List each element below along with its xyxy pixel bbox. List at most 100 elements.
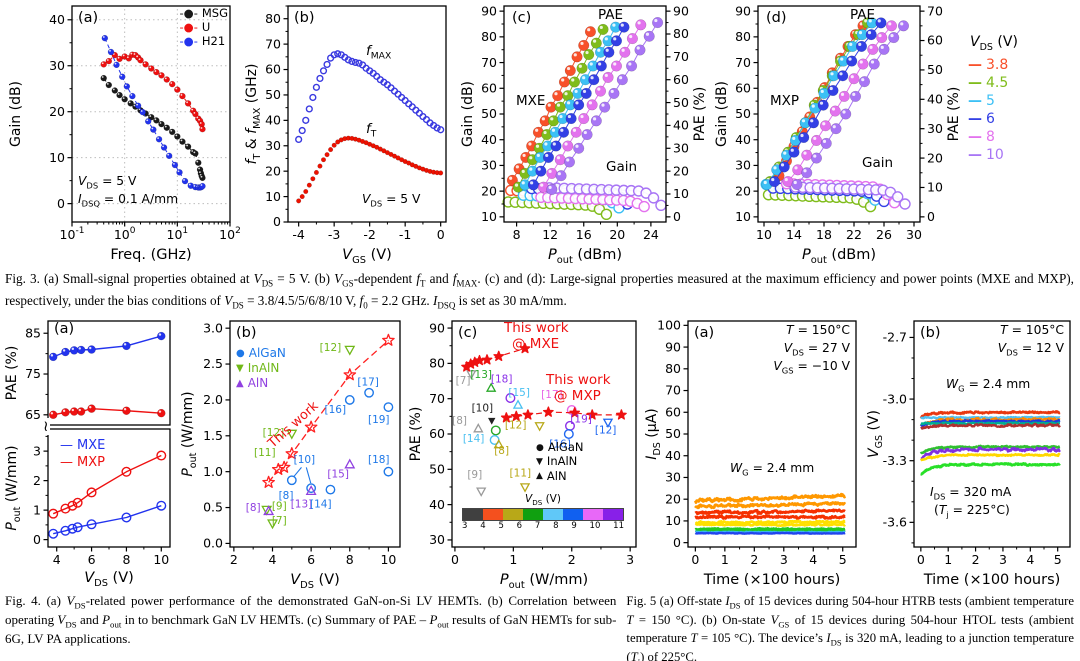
this-work-mxp-label-line1: This work bbox=[546, 372, 611, 389]
svg-text:12: 12 bbox=[542, 227, 558, 242]
legend-item-mxe: — MXE bbox=[60, 438, 106, 454]
fig3d-mode-label: MXP bbox=[770, 93, 800, 109]
legend-item-algan: ● AlGaN bbox=[536, 440, 584, 455]
triangle-down-marker-icon: ▼ bbox=[236, 363, 244, 375]
svg-text:10: 10 bbox=[153, 552, 169, 567]
this-work-mxe-label-line2: @ MXE bbox=[512, 336, 560, 353]
svg-text:70: 70 bbox=[481, 55, 497, 70]
fig4c-y-label: PAE (%) bbox=[408, 406, 424, 462]
svg-text:40: 40 bbox=[429, 497, 445, 512]
svg-text:70: 70 bbox=[673, 49, 689, 64]
svg-text:-2.7: -2.7 bbox=[883, 330, 907, 345]
fig3a-x-label: Freq. (GHz) bbox=[110, 247, 192, 263]
svg-text:4: 4 bbox=[809, 552, 817, 567]
svg-text:80: 80 bbox=[665, 361, 681, 376]
svg-text:70: 70 bbox=[265, 36, 281, 51]
svg-text:[13]: [13] bbox=[291, 499, 313, 511]
legend-item-aln: ▲ AlN bbox=[236, 375, 269, 390]
svg-text:[8]: [8] bbox=[246, 502, 261, 514]
fig3-caption: Fig. 3. (a) Small-signal properties obta… bbox=[5, 270, 1074, 311]
svg-text:80: 80 bbox=[735, 29, 751, 44]
series-dash-icon: — bbox=[968, 74, 982, 91]
fig5a-x-label: Time (×100 hours) bbox=[703, 572, 841, 589]
svg-text:[9]: [9] bbox=[272, 501, 287, 513]
svg-text:50: 50 bbox=[665, 426, 681, 441]
fig3b-tag: (b) bbox=[294, 10, 315, 26]
series-dash-icon: — bbox=[968, 110, 982, 127]
svg-text:30: 30 bbox=[49, 58, 65, 73]
svg-text:6: 6 bbox=[307, 552, 315, 567]
fig5b-temp-annotation: T = 105°C bbox=[1000, 323, 1064, 338]
svg-text:80: 80 bbox=[265, 11, 281, 26]
fig3c-mode-label: MXE bbox=[516, 93, 546, 109]
captions-row: Fig. 4. (a) VDS-related power performanc… bbox=[0, 591, 1080, 661]
fig5b-tj-annotation: (Tj = 225°C) bbox=[934, 503, 1010, 520]
mxe-dash-icon: — bbox=[60, 438, 73, 454]
fig3-row: 10-1 100 101 102 0 10 20 30 40 Gain (dB) (a) -●-… bbox=[0, 0, 1080, 266]
svg-text:[18]: [18] bbox=[491, 374, 513, 386]
svg-text:[8]: [8] bbox=[494, 445, 509, 457]
fig5b-tag: (b) bbox=[920, 325, 941, 342]
svg-text:24: 24 bbox=[643, 227, 659, 242]
svg-text:50: 50 bbox=[927, 62, 943, 77]
svg-text:0: 0 bbox=[917, 552, 925, 567]
legend-item-mxp: — MXP bbox=[60, 455, 105, 471]
svg-text:60: 60 bbox=[673, 72, 689, 87]
fig5-panel-a: 0 1 2 3 4 5 0 10 20 30 40 50 60 70 80 90 100 IDS (μA) (a… bbox=[644, 315, 864, 588]
svg-text:-1: -1 bbox=[399, 227, 411, 242]
svg-text:3: 3 bbox=[780, 552, 788, 567]
svg-text:90: 90 bbox=[429, 320, 445, 335]
svg-text:22: 22 bbox=[846, 227, 862, 242]
svg-text:10: 10 bbox=[927, 180, 943, 195]
fig4-panel-b: [12] [17] [16] [19] [12] [11] [10] [18] [15] [8][… bbox=[178, 315, 408, 591]
fig3-panel-d: 10 14 18 22 26 30 10 20 30 40 50 60 70 80 90 0 10 20 30 40 5… bbox=[712, 0, 964, 266]
svg-text:101: 101 bbox=[167, 226, 189, 242]
svg-text:2.0: 2.0 bbox=[203, 392, 223, 407]
fig5b-y-label: VGS (V) bbox=[866, 410, 885, 459]
svg-text:30: 30 bbox=[265, 138, 281, 153]
svg-text:40: 40 bbox=[735, 132, 751, 147]
fig5b-wg-annotation: WG = 2.4 mm bbox=[946, 377, 1031, 394]
svg-text:[15]: [15] bbox=[327, 468, 349, 480]
svg-text:3: 3 bbox=[626, 552, 634, 567]
svg-text:60: 60 bbox=[927, 33, 943, 48]
svg-text:50: 50 bbox=[481, 106, 497, 121]
svg-text:10-1: 10-1 bbox=[60, 226, 85, 242]
svg-text:90: 90 bbox=[673, 3, 689, 18]
vds-legend-title: VDS (V) bbox=[970, 34, 1018, 53]
svg-text:75: 75 bbox=[25, 366, 41, 381]
fig3d-gain-label: Gain bbox=[862, 155, 894, 171]
svg-text:0: 0 bbox=[273, 214, 281, 229]
svg-text:[9]: [9] bbox=[467, 469, 482, 481]
svg-text:100: 100 bbox=[114, 226, 136, 242]
fig3b-y-label: fT & fMAX (GHz) bbox=[244, 63, 263, 165]
svg-text:[7]: [7] bbox=[456, 375, 471, 387]
axis-break-icon: ≀ bbox=[42, 417, 50, 436]
fig3a-tag: (a) bbox=[78, 10, 99, 26]
svg-text:0: 0 bbox=[57, 196, 65, 211]
svg-text:[18]: [18] bbox=[368, 454, 390, 466]
fig3c-left-y-label: Gain (dB) bbox=[460, 80, 476, 148]
svg-text:100: 100 bbox=[657, 318, 681, 333]
svg-text:0: 0 bbox=[673, 535, 681, 550]
fig4c-chart: [13][7] [18][15] [17][10][8] [12] [19][12][1… bbox=[429, 320, 637, 567]
fig3-panel-c: 8 12 16 20 24 10 20 30 40 50 60 70 80 90 0 10 20 30 40 50 60… bbox=[460, 0, 708, 266]
svg-text:10: 10 bbox=[481, 209, 497, 224]
series-dash-icon: — bbox=[968, 92, 982, 109]
vds-legend-item: — 3.8 bbox=[968, 56, 1009, 73]
svg-text:20: 20 bbox=[265, 163, 281, 178]
series-dash-icon: — bbox=[968, 146, 982, 163]
fig4a-bottom-chart: 4 6 8 10 0 1 2 3 bbox=[33, 428, 171, 567]
svg-text:40: 40 bbox=[265, 113, 281, 128]
svg-text:65: 65 bbox=[25, 407, 41, 422]
fig5-panel-b: 0 1 2 3 4 5 -2.7 -3.0 -3.3 -3.6 VGS (V) (b) T = 1… bbox=[864, 315, 1078, 588]
svg-text:2.5: 2.5 bbox=[203, 356, 223, 371]
svg-text:0.5: 0.5 bbox=[203, 500, 223, 515]
svg-text:20: 20 bbox=[481, 183, 497, 198]
svg-text:80: 80 bbox=[481, 29, 497, 44]
svg-text:0: 0 bbox=[451, 552, 459, 567]
svg-text:4: 4 bbox=[269, 552, 277, 567]
fig5a-wg-annotation: WG = 2.4 mm bbox=[730, 461, 815, 478]
svg-text:[12]: [12] bbox=[320, 342, 342, 354]
